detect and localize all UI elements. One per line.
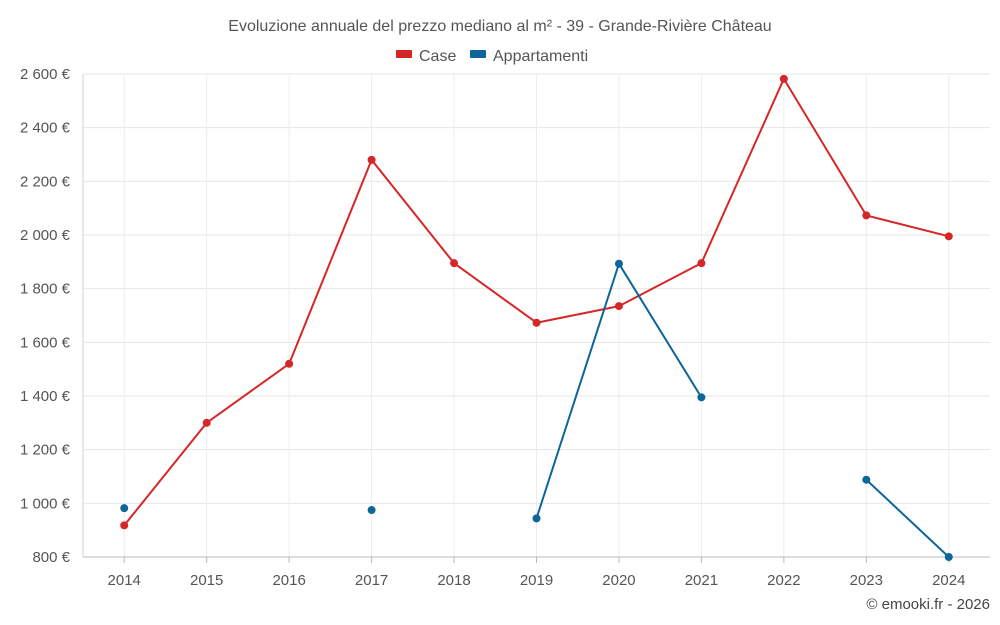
legend-label-case: Case (419, 48, 456, 65)
series-appartamenti[interactable] (120, 259, 953, 561)
y-tick-label-1000: 1 000 € (20, 495, 71, 512)
x-tick-label-2019: 2019 (520, 572, 553, 589)
y-tick-label-2600: 2 600 € (20, 66, 71, 83)
point-appartamenti-2019[interactable] (532, 514, 541, 523)
legend-label-appartamenti: Appartamenti (493, 48, 588, 65)
point-appartamenti-2014[interactable] (120, 504, 129, 513)
legend-item-case[interactable]: Case (396, 48, 456, 65)
grid (83, 73, 990, 558)
x-tick-label-2017: 2017 (355, 572, 388, 589)
x-tick-label-2021: 2021 (685, 572, 718, 589)
chart-title: Evoluzione annuale del prezzo mediano al… (228, 18, 771, 35)
x-tick-label-2014: 2014 (108, 572, 141, 589)
x-tick-label-2016: 2016 (272, 572, 305, 589)
point-case-2023[interactable] (862, 211, 871, 220)
point-appartamenti-2017[interactable] (367, 506, 376, 515)
y-tick-label-800: 800 € (32, 549, 70, 566)
y-tick-label-2200: 2 200 € (20, 173, 71, 190)
x-tick-label-2015: 2015 (190, 572, 223, 589)
point-appartamenti-2021[interactable] (697, 393, 706, 402)
y-tick-label-2000: 2 000 € (20, 227, 71, 244)
point-case-2014[interactable] (120, 521, 129, 530)
point-appartamenti-2024[interactable] (944, 553, 953, 561)
series-layer (120, 74, 953, 561)
x-tick-label-2023: 2023 (850, 572, 883, 589)
y-tick-label-1600: 1 600 € (20, 334, 71, 351)
point-case-2021[interactable] (697, 259, 706, 268)
legend-swatch-appartamenti (470, 50, 486, 58)
legend[interactable]: Case Appartamenti (396, 48, 588, 65)
y-tick-label-2400: 2 400 € (20, 120, 71, 137)
point-case-2020[interactable] (614, 302, 623, 311)
point-appartamenti-2020[interactable] (614, 259, 623, 268)
series-case[interactable] (120, 74, 953, 530)
x-tick-label-2018: 2018 (437, 572, 470, 589)
legend-swatch-case (396, 50, 412, 58)
axes: 800 € 1 000 € 1 200 € 1 400 € 1 600 € 1 800 €… (20, 66, 990, 589)
series-line-appartamenti-1 (865, 478, 950, 558)
point-case-2019[interactable] (532, 318, 541, 327)
y-tick-label-1400: 1 400 € (20, 388, 71, 405)
point-case-2016[interactable] (285, 359, 294, 368)
x-tick-label-2020: 2020 (602, 572, 635, 589)
point-case-2017[interactable] (367, 155, 376, 164)
y-tick-label-1800: 1 800 € (20, 281, 71, 298)
point-case-2015[interactable] (202, 418, 211, 427)
point-case-2018[interactable] (450, 259, 459, 268)
legend-item-appartamenti[interactable]: Appartamenti (470, 48, 588, 65)
point-appartamenti-2023[interactable] (862, 475, 871, 484)
y-tick-label-1200: 1 200 € (20, 442, 71, 459)
point-case-2024[interactable] (944, 232, 953, 241)
credit-text: © emooki.fr - 2026 (866, 596, 990, 613)
point-case-2022[interactable] (779, 74, 788, 83)
x-tick-label-2024: 2024 (932, 572, 965, 589)
x-tick-label-2022: 2022 (767, 572, 800, 589)
